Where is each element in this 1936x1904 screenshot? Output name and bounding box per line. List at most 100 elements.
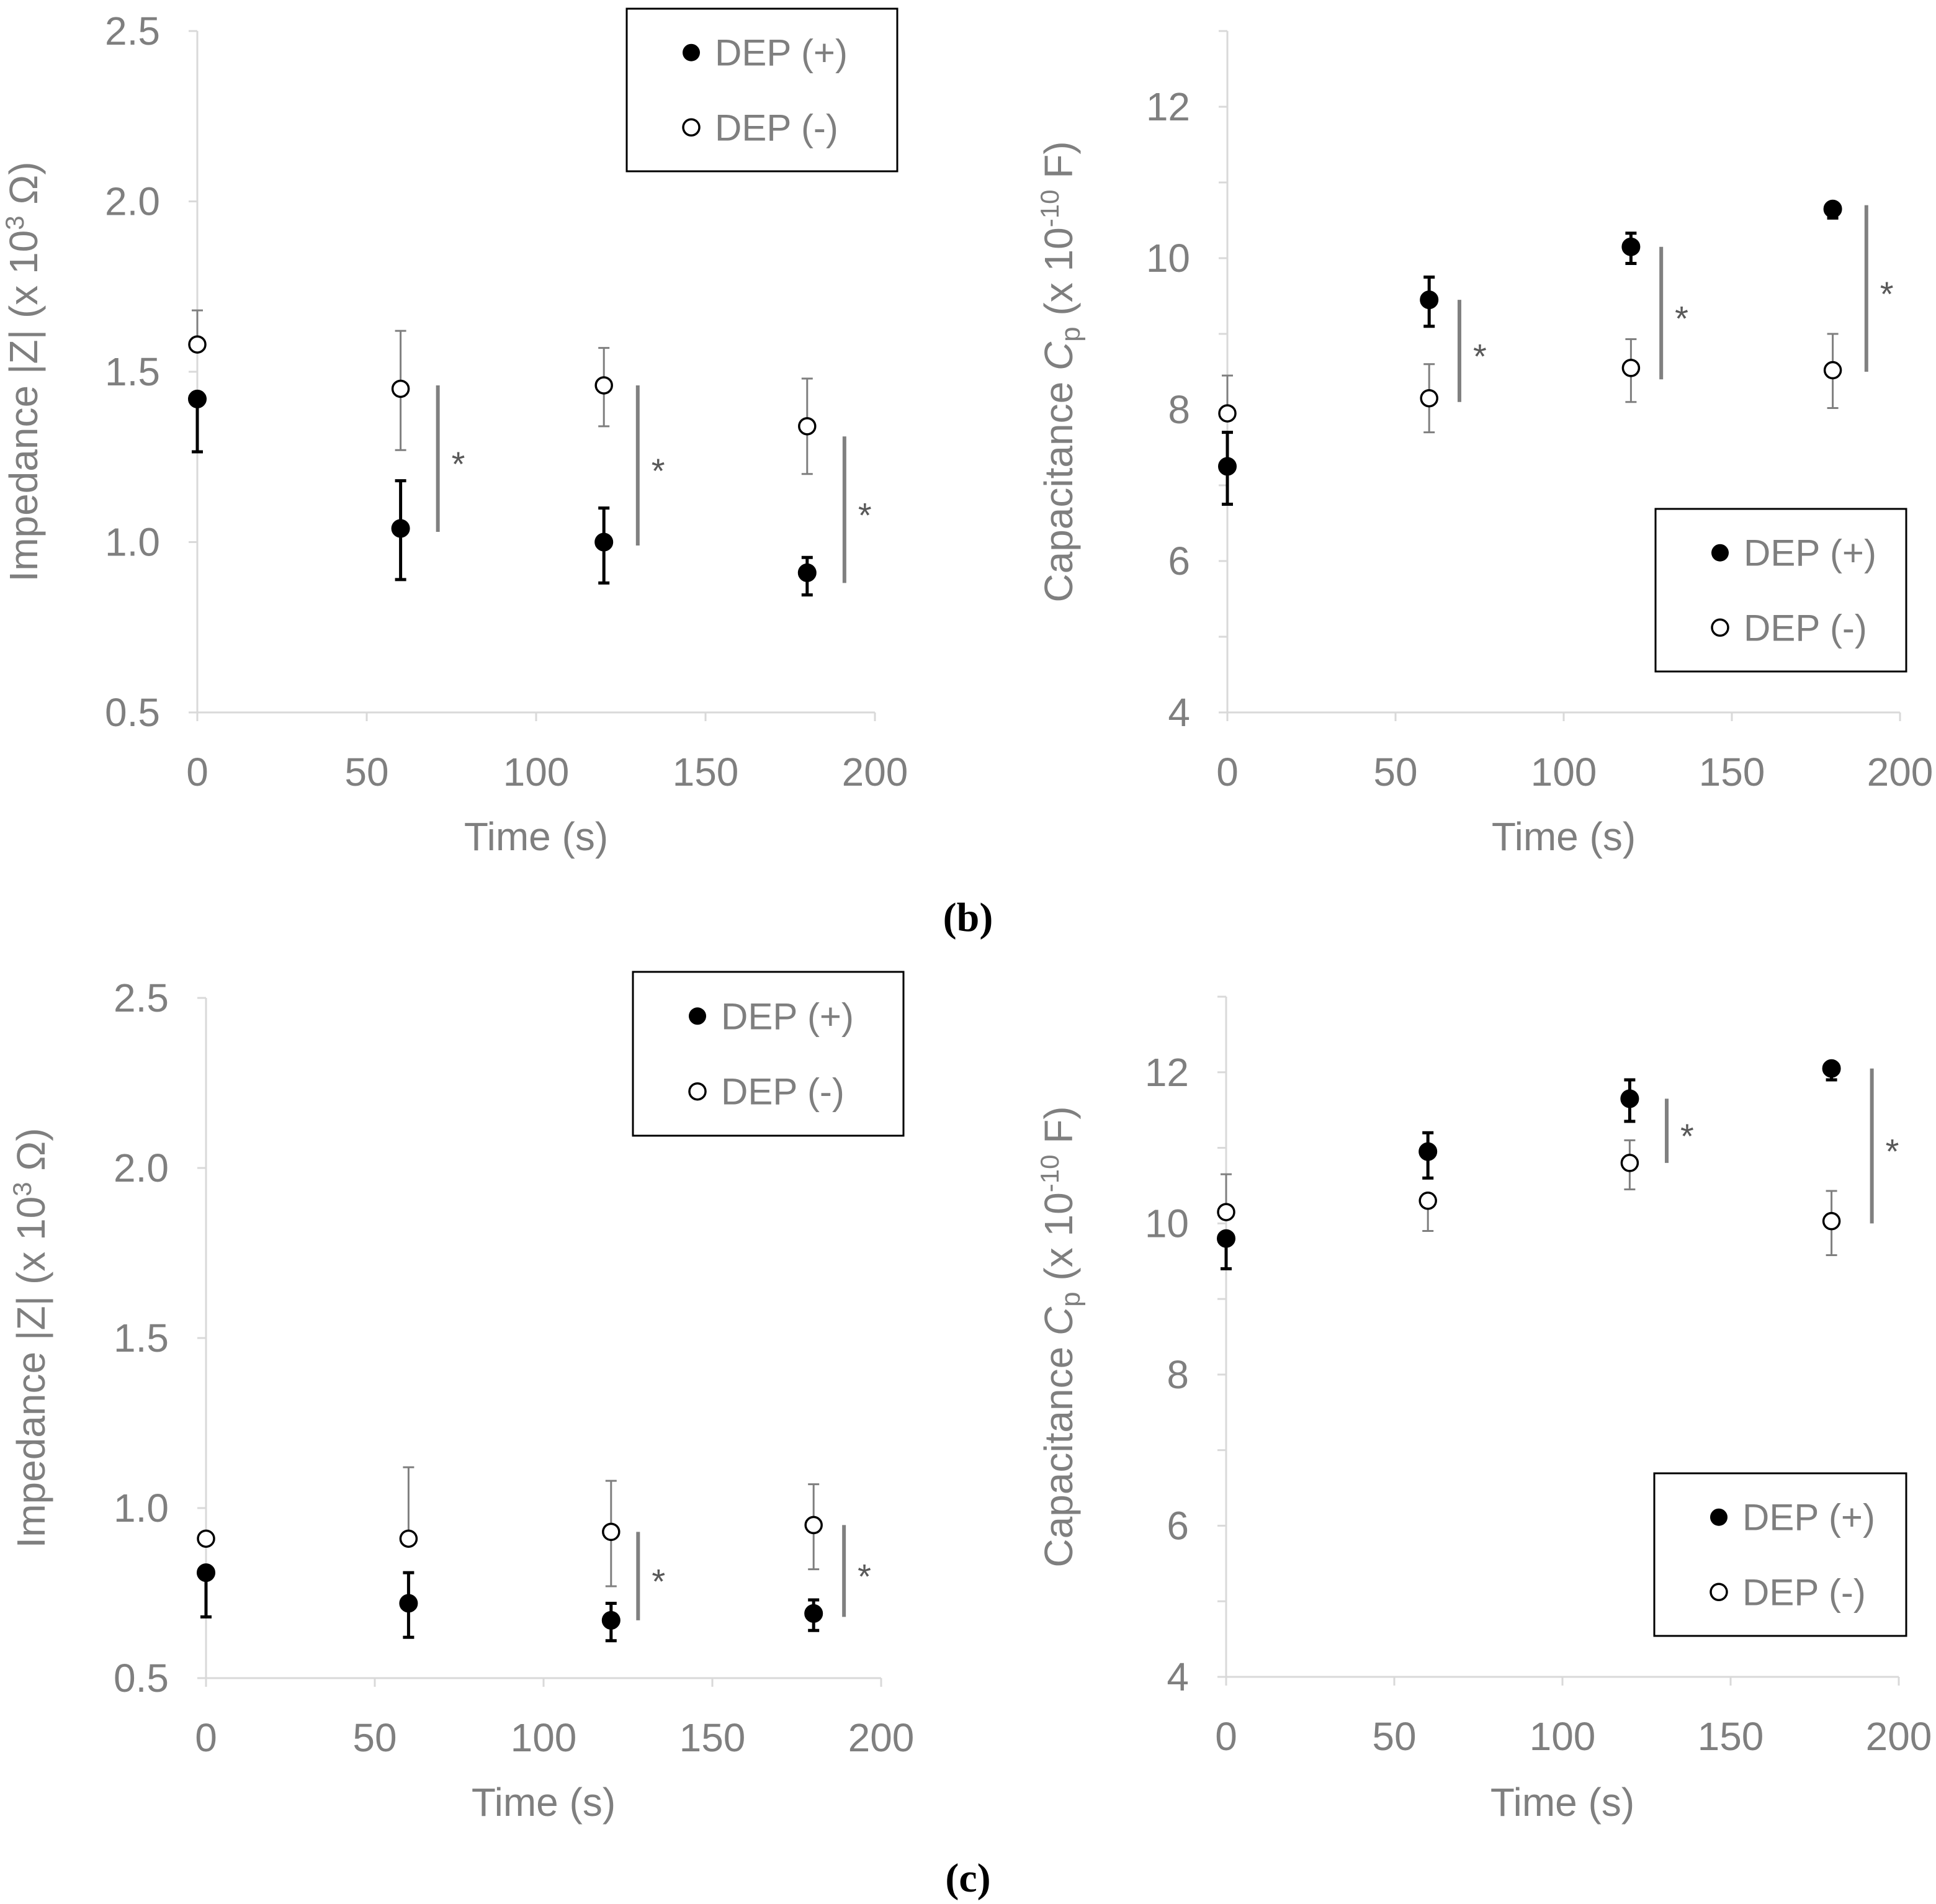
y-tick-label: 8 [1167, 1352, 1189, 1397]
dep-plus-point [1822, 1059, 1841, 1078]
x-axis-title: Time (s) [472, 1780, 616, 1825]
chart-b-capacitance: 4 6 8 10 12 0 50 100 150 200 Time (s) Capacitance C… [1035, 30, 1934, 859]
x-tick-label: 200 [1866, 1714, 1932, 1759]
significance-star: * [1675, 299, 1688, 338]
significance-star: * [1680, 1116, 1694, 1156]
dep-plus-point [188, 389, 207, 408]
dep-minus-point [602, 1522, 621, 1542]
dep-plus-point [399, 1594, 418, 1613]
dep-plus-point [197, 1563, 215, 1583]
x-tick-label: 0 [195, 1715, 217, 1760]
significance-star: * [1473, 336, 1487, 375]
x-tick-label: 0 [1215, 1714, 1237, 1759]
dep-minus-point [1217, 1203, 1235, 1221]
dep-minus-point [1420, 388, 1438, 408]
legend-box [1654, 508, 1907, 673]
legend-label-dep-plus: DEP (+) [1742, 1497, 1875, 1538]
chart-c-impedance: 0.5 1.0 1.5 2.0 2.5 0 50 100 150 200 Time (s) Imped… [7, 971, 915, 1825]
dep-minus-point [1621, 359, 1641, 377]
y-tick-label: 0.5 [105, 690, 160, 735]
x-tick-label: 200 [848, 1715, 915, 1760]
x-tick-label: 50 [1372, 1714, 1416, 1759]
x-tick-label: 100 [511, 1715, 577, 1760]
dep-plus-point [1420, 290, 1439, 310]
legend-marker-dep-minus [1711, 618, 1729, 637]
x-tick-label: 0 [186, 750, 208, 794]
legend-label-dep-minus: DEP (-) [715, 107, 838, 148]
y-tick-label: 1.0 [105, 520, 160, 565]
significance-star: * [858, 495, 872, 534]
y-tick-label: 2.5 [105, 9, 160, 53]
x-tick-label: 100 [1531, 750, 1597, 794]
x-tick-label: 0 [1216, 750, 1239, 794]
dep-minus-point [197, 1529, 215, 1548]
y-axis-title: Impedance |Z| (x 103 Ω) [7, 1128, 53, 1548]
y-tick-label: 4 [1167, 1655, 1189, 1699]
dep-minus-point [1823, 361, 1842, 380]
dep-plus-point [1620, 1089, 1639, 1108]
significance-star: * [1886, 1132, 1899, 1171]
legend-marker-dep-minus [688, 1082, 707, 1101]
x-tick-label: 100 [503, 750, 570, 794]
y-tick-label: 6 [1168, 539, 1190, 583]
x-tick-label: 150 [679, 1715, 746, 1760]
y-axis-title: Capacitance Cp (x 10-10 F) [1035, 1106, 1086, 1567]
dep-plus-point [1418, 1142, 1438, 1161]
dep-plus-point [804, 1604, 823, 1623]
x-tick-label: 200 [842, 750, 908, 794]
significance-star: * [652, 451, 665, 490]
y-tick-label: 1.0 [114, 1486, 169, 1530]
x-tick-label: 200 [1867, 750, 1934, 794]
x-axis-title: Time (s) [1492, 814, 1636, 859]
x-tick-label: 100 [1530, 1714, 1596, 1759]
legend-label-dep-minus: DEP (-) [1742, 1571, 1866, 1613]
panel-label-c: (c) [945, 1856, 990, 1901]
y-tick-label: 8 [1168, 387, 1190, 432]
legend-marker-dep-plus [1710, 1508, 1728, 1526]
dep-minus-point [391, 379, 410, 398]
y-tick-label: 12 [1146, 84, 1190, 129]
y-tick-label: 6 [1167, 1503, 1189, 1548]
dep-plus-point [797, 563, 817, 582]
legend-marker-dep-plus [689, 1007, 706, 1025]
y-tick-label: 1.5 [105, 349, 160, 394]
x-tick-label: 150 [1699, 750, 1765, 794]
x-tick-label: 50 [344, 750, 388, 794]
dep-plus-point [1621, 237, 1641, 256]
x-tick-label: 50 [352, 1715, 397, 1760]
dep-minus-point [1218, 404, 1237, 423]
x-tick-label: 150 [1698, 1714, 1764, 1759]
dep-plus-point [594, 532, 614, 552]
significance-star: * [452, 444, 465, 483]
significance-star: * [858, 1556, 871, 1596]
y-tick-label: 4 [1168, 690, 1190, 735]
y-tick-label: 2.0 [105, 179, 160, 224]
x-tick-label: 50 [1373, 750, 1417, 794]
legend-box [632, 971, 905, 1137]
dep-plus-point [1823, 199, 1842, 218]
legend-label-dep-plus: DEP (+) [715, 32, 848, 74]
legend-marker-dep-plus [1711, 544, 1729, 562]
chart-b-impedance: 0.5 1.0 1.5 2.0 2.5 0 50 100 150 200 Time (s) Imped… [0, 7, 908, 859]
legend-label-dep-minus: DEP (-) [1744, 607, 1867, 649]
dep-plus-point [1217, 1229, 1235, 1248]
x-tick-label: 150 [673, 750, 739, 794]
x-axis-title: Time (s) [1490, 1780, 1634, 1825]
dep-minus-point [798, 417, 817, 436]
y-tick-label: 1.5 [114, 1316, 169, 1360]
dep-minus-point [594, 376, 613, 395]
y-tick-label: 10 [1146, 236, 1190, 281]
dep-minus-point [804, 1516, 823, 1535]
dep-minus-point [1620, 1154, 1639, 1172]
legend-box [1653, 1472, 1907, 1637]
legend-box [625, 7, 899, 173]
legend-label-dep-plus: DEP (+) [1744, 532, 1876, 574]
legend-label-dep-minus: DEP (-) [721, 1071, 845, 1113]
chart-c-capacitance: 4 6 8 10 12 0 50 100 150 200 Time (s) Capacitance C… [1035, 995, 1932, 1825]
y-tick-label: 2.0 [114, 1146, 169, 1190]
dep-minus-point [1822, 1211, 1841, 1231]
dep-minus-point [399, 1529, 418, 1548]
legend-marker-dep-plus [683, 43, 700, 61]
legend-marker-dep-minus [1710, 1583, 1728, 1602]
